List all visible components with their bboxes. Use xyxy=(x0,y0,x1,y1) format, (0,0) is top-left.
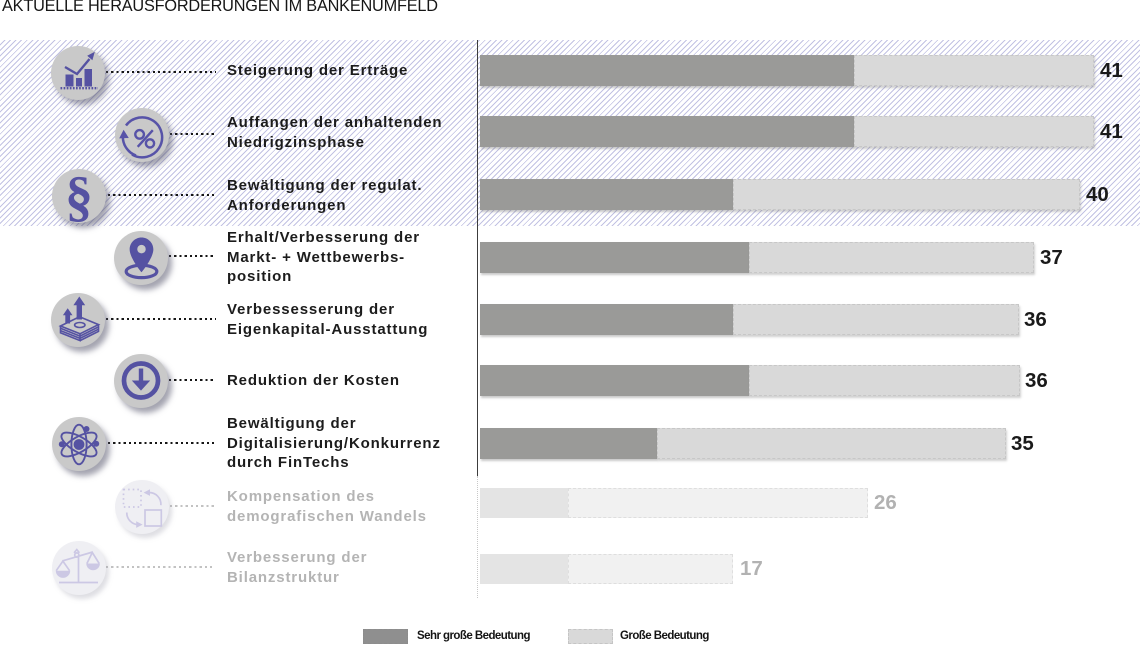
svg-text:§: § xyxy=(65,169,93,223)
